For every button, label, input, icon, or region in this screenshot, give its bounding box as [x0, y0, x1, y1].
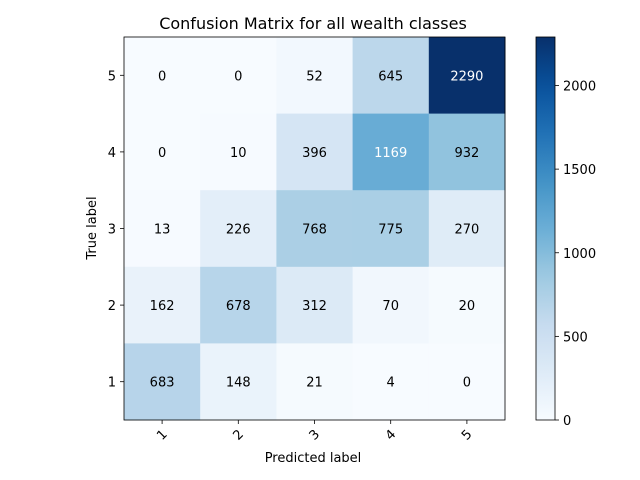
cell-value-r0-c3: 645 — [378, 69, 403, 84]
cell-value-r2-c1: 226 — [226, 223, 251, 238]
y-axis-ticks: 5 4 3 2 1 — [108, 69, 124, 391]
colorbar-gradient — [535, 36, 556, 421]
chart-title: Confusion Matrix for all wealth classes — [159, 14, 467, 33]
colorbar: 0 500 1000 1500 2000 — [535, 36, 596, 429]
cell-value-r3-c1: 678 — [226, 299, 251, 314]
x-tick-label-3: 3 — [307, 427, 323, 443]
cell-value-r3-c2: 312 — [302, 299, 327, 314]
colorbar-tick-label-0: 0 — [563, 414, 571, 429]
cell-value-r4-c0: 683 — [150, 376, 175, 391]
cell-r1-c1 — [200, 113, 277, 191]
cell-r3-c3 — [352, 266, 430, 344]
heatmap-cells — [123, 36, 506, 421]
cell-r0-c1 — [200, 37, 277, 115]
cell-r0-c4 — [428, 37, 506, 115]
x-tick-label-1: 1 — [154, 427, 170, 443]
cell-r2-c3 — [352, 190, 430, 268]
cell-value-r1-c2: 396 — [302, 146, 327, 161]
cell-r2-c4 — [428, 190, 506, 268]
cell-value-r2-c3: 775 — [378, 223, 403, 238]
y-tick-label-2: 2 — [108, 299, 116, 314]
cell-value-r4-c3: 4 — [387, 376, 395, 391]
cell-value-r0-c0: 0 — [158, 69, 166, 84]
cell-r1-c3 — [352, 113, 430, 191]
cell-value-r4-c2: 21 — [306, 376, 323, 391]
cell-r3-c0 — [124, 266, 201, 344]
cell-r1-c4 — [428, 113, 506, 191]
y-tick-label-5: 5 — [108, 69, 116, 84]
x-tick-label-2: 2 — [230, 427, 246, 443]
cell-value-r2-c4: 270 — [454, 223, 479, 238]
cell-value-r1-c1: 10 — [230, 146, 247, 161]
y-tick-label-1: 1 — [108, 376, 116, 391]
cell-r3-c2 — [276, 266, 354, 344]
cell-value-r3-c0: 162 — [150, 299, 175, 314]
cell-r4-c0 — [124, 343, 201, 421]
cell-value-r0-c1: 0 — [234, 69, 242, 84]
cell-value-r3-c3: 70 — [382, 299, 399, 314]
cell-r0-c2 — [276, 37, 354, 115]
cell-r2-c1 — [200, 190, 277, 268]
cell-value-r4-c1: 148 — [226, 376, 251, 391]
x-axis-ticks: 1 2 3 4 5 — [154, 420, 475, 444]
cell-r4-c1 — [200, 343, 277, 421]
cell-r1-c0 — [124, 113, 201, 191]
cell-value-r1-c0: 0 — [158, 146, 166, 161]
y-axis-label: True label — [85, 196, 100, 260]
cell-r4-c4 — [428, 343, 506, 421]
x-tick-label-4: 4 — [383, 427, 399, 443]
cell-value-r2-c0: 13 — [154, 223, 171, 238]
cell-value-r3-c4: 20 — [459, 299, 476, 314]
cell-r4-c2 — [276, 343, 354, 421]
cell-r2-c2 — [276, 190, 354, 268]
cell-r0-c0 — [124, 37, 201, 115]
x-tick-label-5: 5 — [459, 427, 475, 443]
colorbar-tick-label-500: 500 — [563, 330, 588, 345]
colorbar-tick-label-2000: 2000 — [563, 80, 596, 95]
cell-r3-c1 — [200, 266, 277, 344]
cell-value-r0-c4: 2290 — [450, 69, 483, 84]
y-tick-label-4: 4 — [108, 146, 116, 161]
cell-value-r2-c2: 768 — [302, 223, 327, 238]
cell-value-r4-c4: 0 — [463, 376, 471, 391]
cell-r4-c3 — [352, 343, 430, 421]
y-tick-label-3: 3 — [108, 223, 116, 238]
cell-r1-c2 — [276, 113, 354, 191]
x-axis-label: Predicted label — [265, 451, 362, 466]
cell-r3-c4 — [428, 266, 506, 344]
colorbar-tick-label-1500: 1500 — [563, 163, 596, 178]
cell-r0-c3 — [352, 37, 430, 115]
cell-value-r0-c2: 52 — [306, 69, 323, 84]
colorbar-tick-label-1000: 1000 — [563, 247, 596, 262]
cell-value-r1-c4: 932 — [454, 146, 479, 161]
heatmap-cell-labels: 0 0 52 645 2290 0 10 396 1169 932 13 226 768 775 270 16… — [150, 69, 484, 390]
cell-value-r1-c3: 1169 — [374, 146, 407, 161]
cell-r2-c0 — [124, 190, 201, 268]
